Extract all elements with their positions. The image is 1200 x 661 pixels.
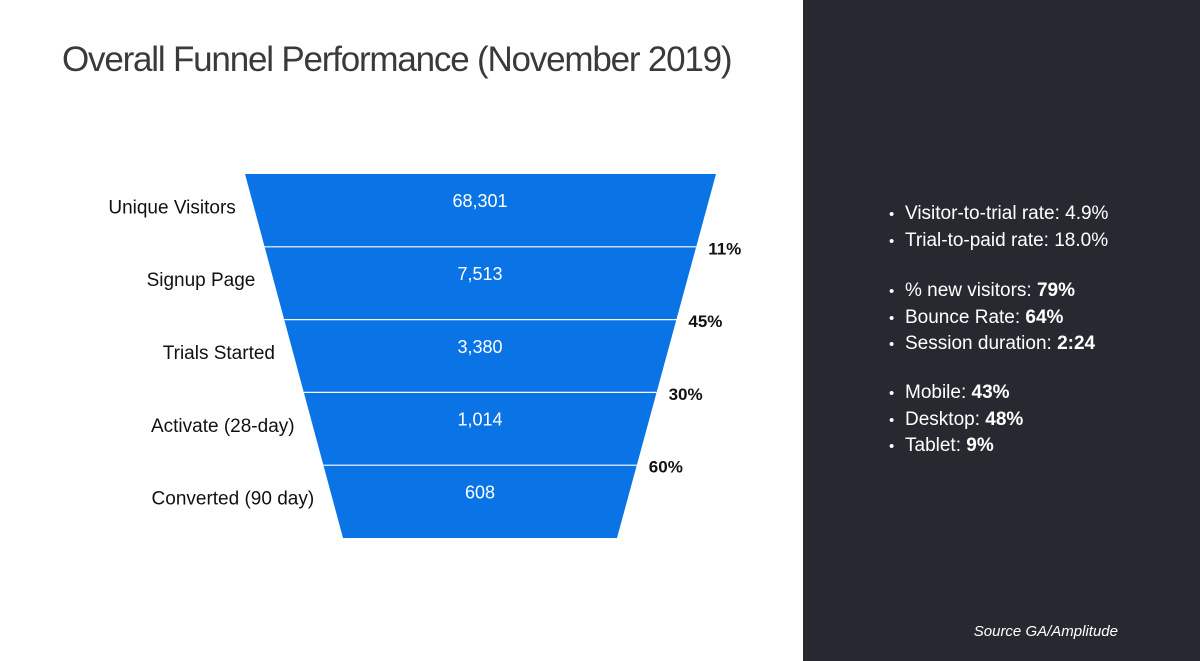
bullet-icon: • bbox=[889, 385, 895, 402]
stat-item: • Tablet: 9% bbox=[889, 433, 1023, 460]
stat-value: 64% bbox=[1025, 306, 1064, 328]
stat-value: 43% bbox=[971, 382, 1010, 403]
stat-value: 2:24 bbox=[1057, 333, 1096, 354]
stage-value: 3,380 bbox=[457, 337, 502, 357]
stat-value: 9% bbox=[966, 435, 994, 456]
stat-item: • Desktop: 48% bbox=[889, 407, 1023, 434]
conversion-rate: 45% bbox=[688, 312, 722, 331]
stat-label: Session duration: bbox=[905, 333, 1058, 354]
stat-label: Mobile: bbox=[905, 382, 972, 403]
stat-label: Trial-to-paid rate: 18.0% bbox=[905, 229, 1109, 251]
conversion-rate: 30% bbox=[669, 385, 703, 404]
stat-item: • Session duration: 2:24 bbox=[889, 331, 1095, 358]
stat-item: • Trial-to-paid rate: 18.0% bbox=[889, 228, 1108, 255]
conversion-rate: 60% bbox=[649, 458, 683, 477]
stage-value: 7,513 bbox=[457, 264, 502, 284]
device-stats: • Mobile: 43% • Desktop: 48% • Tablet: 9% bbox=[889, 380, 1023, 460]
stage-label: Activate (28-day) bbox=[151, 416, 295, 437]
stat-item: • Visitor-to-trial rate: 4.9% bbox=[889, 201, 1108, 228]
rate-stats: • Visitor-to-trial rate: 4.9% • Trial-to-pa… bbox=[889, 201, 1108, 254]
stage-value: 1,014 bbox=[457, 410, 502, 430]
stat-item: • % new visitors: 79% bbox=[889, 278, 1095, 305]
stat-label: Visitor-to-trial rate: 4.9% bbox=[905, 203, 1109, 224]
stat-value: 79% bbox=[1036, 280, 1076, 301]
bullet-icon: • bbox=[889, 309, 895, 327]
bullet-icon: • bbox=[889, 438, 895, 455]
engagement-stats: • % new visitors: 79% • Bounce Rate: 64% • Se… bbox=[889, 278, 1095, 358]
bullet-icon: • bbox=[889, 336, 895, 353]
stat-label: Desktop: bbox=[905, 408, 986, 430]
stat-label: Tablet: bbox=[905, 435, 967, 456]
bullet-icon: • bbox=[889, 232, 895, 250]
bullet-icon: • bbox=[889, 411, 895, 429]
funnel-shape bbox=[245, 174, 716, 538]
bullet-icon: • bbox=[889, 283, 895, 300]
stage-value: 68,301 bbox=[452, 191, 507, 211]
conversion-rate: 11% bbox=[708, 239, 741, 258]
stat-item: • Mobile: 43% bbox=[889, 380, 1023, 407]
bullet-icon: • bbox=[889, 206, 895, 223]
source-note: Source GA/Amplitude bbox=[973, 623, 1118, 640]
stat-value: 48% bbox=[985, 408, 1024, 430]
stage-label: Unique Visitors bbox=[108, 197, 235, 218]
stage-label: Signup Page bbox=[147, 270, 256, 291]
stat-label: % new visitors: bbox=[905, 280, 1037, 301]
stat-item: • Bounce Rate: 64% bbox=[889, 305, 1095, 332]
funnel-chart: 68,301 Unique Visitors 7,513 Signup Page 3,3… bbox=[108, 174, 741, 538]
stat-label: Bounce Rate: bbox=[905, 306, 1026, 328]
page-title: Overall Funnel Performance (November 201… bbox=[62, 40, 733, 79]
stage-label: Trials Started bbox=[163, 343, 275, 364]
stats-panel: • Visitor-to-trial rate: 4.9% • Trial-to-pa… bbox=[803, 0, 1200, 661]
stage-value: 608 bbox=[465, 482, 495, 502]
stage-label: Converted (90 day) bbox=[152, 489, 315, 510]
